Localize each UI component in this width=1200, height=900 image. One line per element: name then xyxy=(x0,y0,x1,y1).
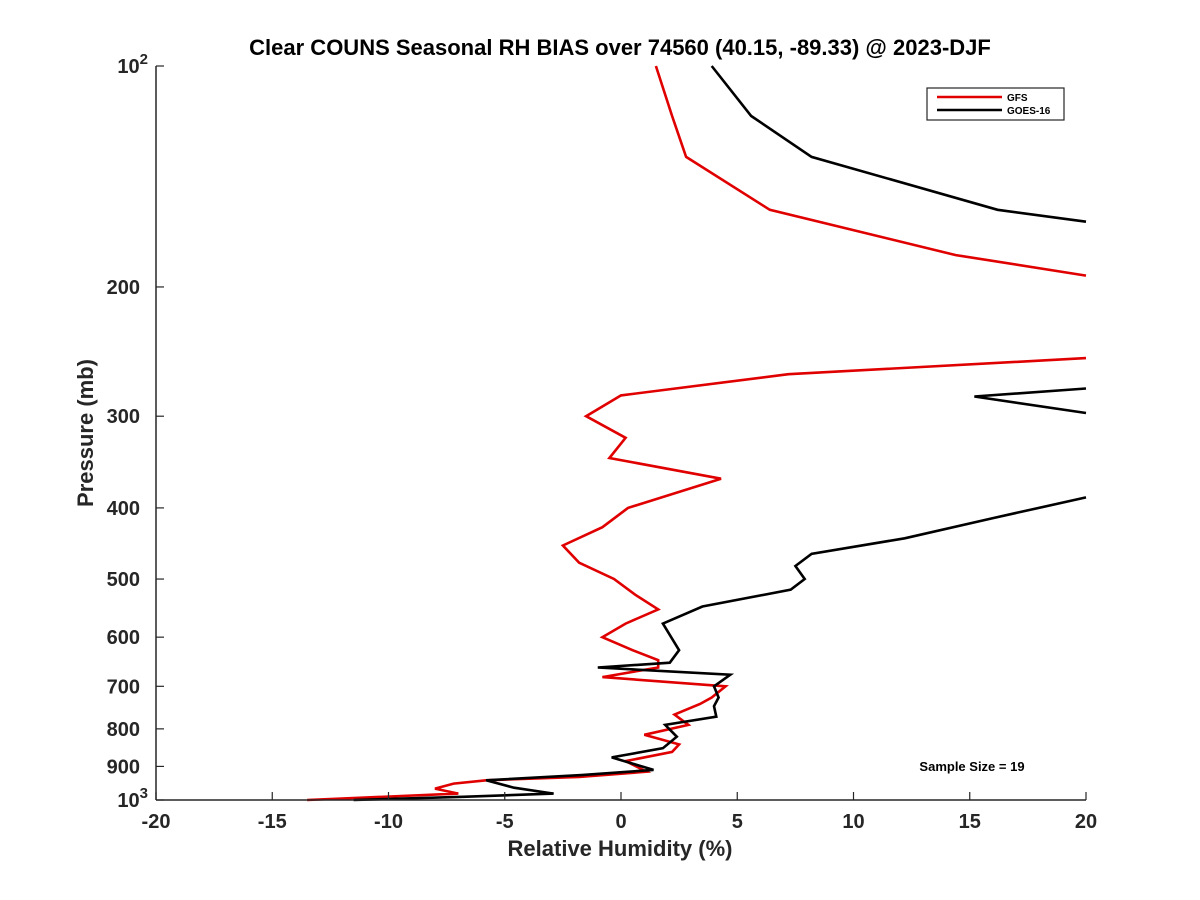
x-tick-label: -5 xyxy=(496,811,514,833)
y-tick-label: 103 xyxy=(117,785,148,812)
y-tick-label: 200 xyxy=(107,277,140,299)
legend-box xyxy=(926,87,1065,121)
x-axis-label: Relative Humidity (%) xyxy=(508,836,733,861)
chart-title: Clear COUNS Seasonal RH BIAS over 74560 … xyxy=(249,35,991,60)
y-tick-label: 900 xyxy=(107,756,140,778)
x-tick-label: 15 xyxy=(959,811,981,833)
x-tick-label: 5 xyxy=(732,811,743,833)
y-tick-label: 700 xyxy=(107,676,140,698)
y-tick-label: 600 xyxy=(107,627,140,649)
series-line-goes16 xyxy=(353,65,1087,802)
y-tick-label: 500 xyxy=(107,569,140,591)
legend-label-goes16: GOES-16 xyxy=(1007,106,1051,117)
y-tick-label: 800 xyxy=(107,719,140,741)
series-layer xyxy=(307,65,1087,802)
x-tick-label: -15 xyxy=(258,811,287,833)
x-tick-label: 20 xyxy=(1075,811,1097,833)
y-tick-label: 300 xyxy=(107,406,140,428)
x-tick-label: 10 xyxy=(842,811,864,833)
y-tick-label: 102 xyxy=(117,51,148,78)
y-axis-label: Pressure (mb) xyxy=(73,359,98,507)
x-tick-label: 0 xyxy=(615,811,626,833)
legend: GFS GOES-16 xyxy=(926,87,1065,121)
x-tick-label: -10 xyxy=(374,811,403,833)
sample-size-annotation: Sample Size = 19 xyxy=(919,759,1024,774)
x-axis-ticks: -20 -15 -10 -5 0 5 10 15 20 xyxy=(142,792,1097,833)
y-axis-ticks: 102 200 300 400 500 600 700 800 900 103 xyxy=(107,51,164,812)
x-tick-label: -20 xyxy=(142,811,171,833)
legend-label-gfs: GFS xyxy=(1007,93,1028,104)
y-tick-label: 400 xyxy=(107,498,140,520)
